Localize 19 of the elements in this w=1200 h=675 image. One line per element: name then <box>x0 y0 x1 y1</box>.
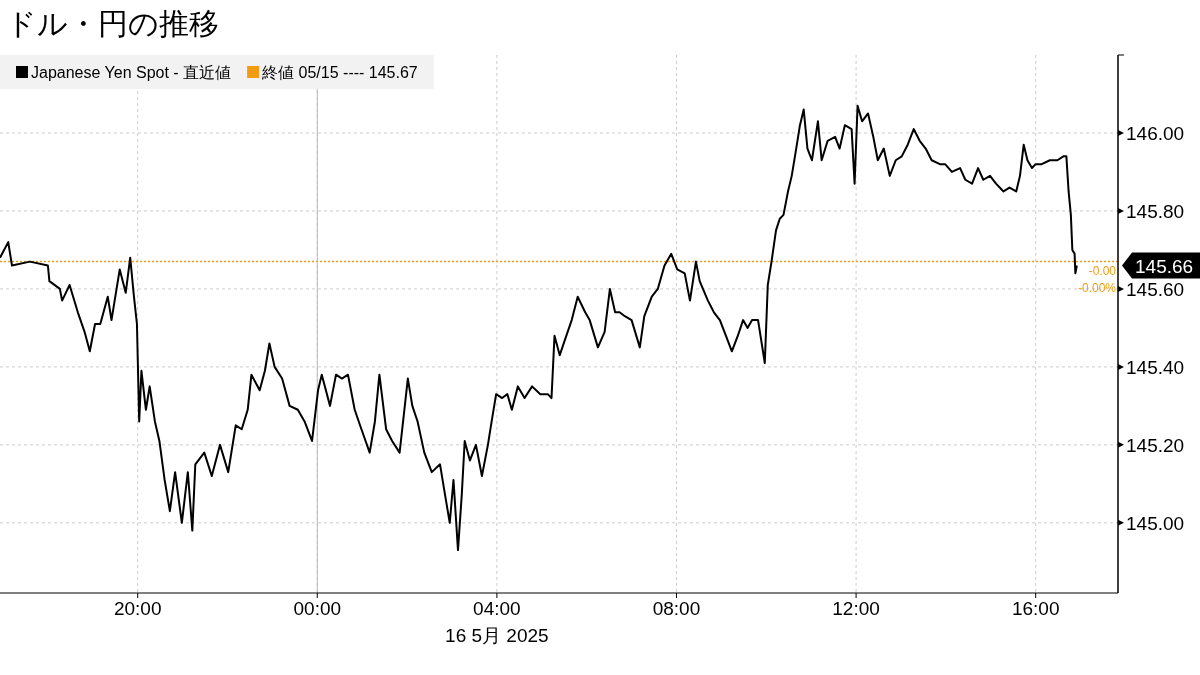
annotation: -0.00% <box>1077 280 1117 295</box>
y-tick-label: 146.00 <box>1126 122 1185 144</box>
x-tick-label: 12:00 <box>832 598 880 619</box>
x-tick-label: 04:00 <box>473 598 521 619</box>
x-tick-label: 20:00 <box>113 598 162 619</box>
annotation: -0.00 <box>1088 263 1117 278</box>
x-tick-label: 08:00 <box>652 598 701 619</box>
y-tick-label: 145.20 <box>1126 434 1185 456</box>
y-tick-label: 145.40 <box>1126 356 1185 378</box>
legend-label: Japanese Yen Spot - 直近値 <box>31 64 232 81</box>
legend-label: 終値 05/15 ---- 145.67 <box>261 64 418 81</box>
x-tick-label: 16:00 <box>1011 598 1060 619</box>
chart-title: ドル・円の推移 <box>6 7 219 40</box>
x-axis-title: 16 5月 2025 <box>445 625 549 646</box>
text: 145.66 <box>1135 255 1194 277</box>
y-tick-label: 145.80 <box>1126 200 1185 222</box>
x-tick-label: 00:00 <box>293 598 342 619</box>
y-tick-label: 145.00 <box>1126 512 1185 534</box>
y-tick-label: 145.60 <box>1126 278 1185 300</box>
